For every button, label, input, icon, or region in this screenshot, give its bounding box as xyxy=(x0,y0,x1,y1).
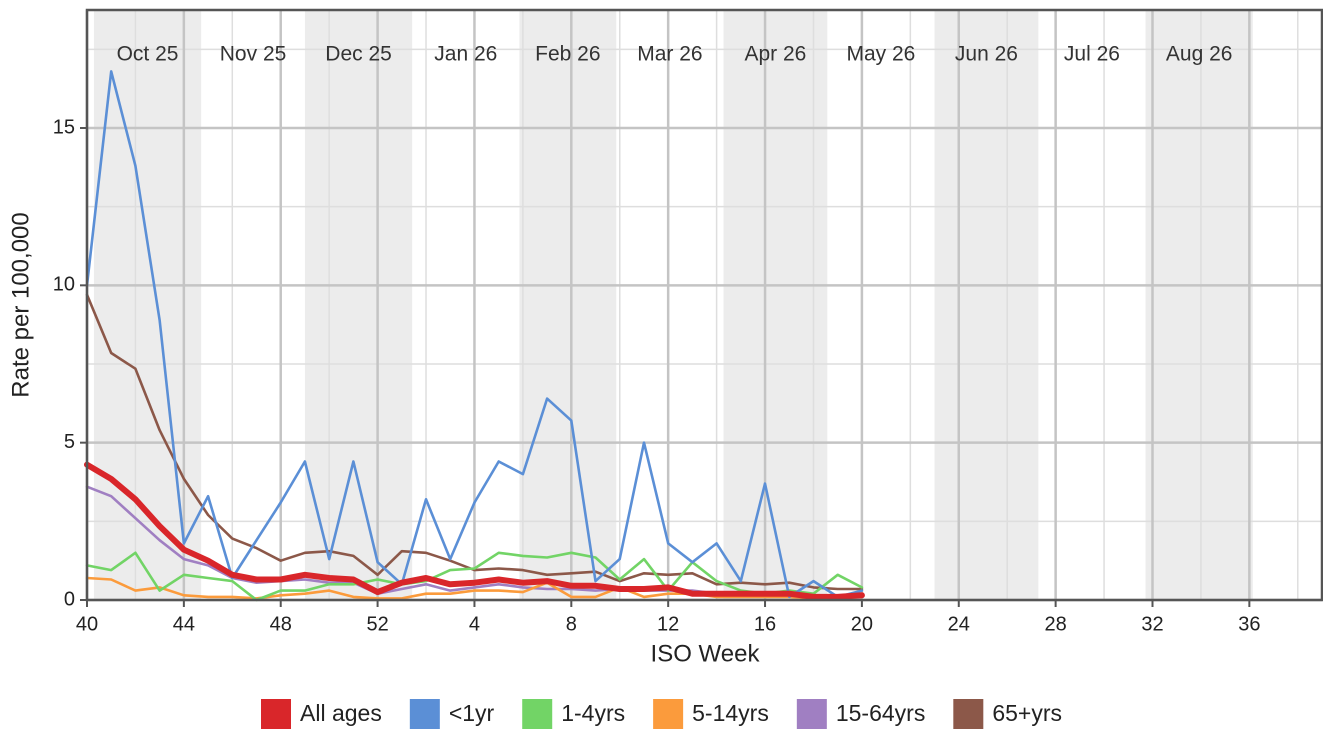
month-label: Nov 25 xyxy=(220,43,287,66)
x-tick-label: 52 xyxy=(366,613,388,635)
x-tick-label: 12 xyxy=(657,613,679,635)
x-tick-label: 24 xyxy=(948,613,970,635)
series-line xyxy=(85,551,864,602)
legend-item: 1-4yrs xyxy=(522,699,625,729)
legend-swatch xyxy=(653,699,684,729)
legend-label: 65+yrs xyxy=(992,700,1062,726)
legend-swatch xyxy=(522,699,553,729)
legend-item: <1yr xyxy=(409,699,495,729)
series-line xyxy=(84,461,865,600)
month-label: Apr 26 xyxy=(744,43,806,66)
month-band xyxy=(1145,10,1253,600)
x-tick-label: 20 xyxy=(851,613,873,635)
month-band xyxy=(723,10,828,600)
plot-frame xyxy=(85,8,1323,602)
y-axis-title: Rate per 100,000 xyxy=(7,212,34,397)
legend-swatch xyxy=(261,699,291,729)
x-tick-label: 36 xyxy=(1238,613,1260,635)
legend-label: <1yr xyxy=(449,700,495,726)
labels: Oct 25 Nov 25 Dec 25 Jan 26 Feb 26 Mar 26 Apr … xyxy=(53,43,1261,636)
frame xyxy=(85,8,1323,602)
legend: All ages <1yr 1-4yrs 5-14yrs 15-64yrs 65+yrs xyxy=(261,699,1062,729)
legend-swatch xyxy=(409,699,440,729)
legend-item: 15-64yrs xyxy=(796,699,925,729)
series-line xyxy=(85,70,864,599)
x-tick-label: 44 xyxy=(173,613,195,635)
legend-swatch xyxy=(953,699,984,729)
month-label: Aug 26 xyxy=(1166,43,1233,66)
y-tick-label: 5 xyxy=(64,431,75,453)
legend-label: 1-4yrs xyxy=(561,700,625,726)
legend-label: 15-64yrs xyxy=(836,700,925,726)
x-tick-label: 48 xyxy=(270,613,292,635)
month-label: Jun 26 xyxy=(955,43,1018,66)
month-label: Jan 26 xyxy=(434,43,497,66)
lines xyxy=(84,70,865,602)
x-tick-label: 4 xyxy=(469,613,480,635)
series-line xyxy=(85,576,864,600)
month-label: Jul 26 xyxy=(1064,43,1120,66)
x-tick-label: 32 xyxy=(1141,613,1163,635)
month-band xyxy=(934,10,1039,600)
legend-item: 5-14yrs xyxy=(653,699,769,729)
x-tick-label: 16 xyxy=(754,613,776,635)
grid xyxy=(85,10,1322,602)
month-label: May 26 xyxy=(846,43,915,66)
month-label: Oct 25 xyxy=(117,43,179,66)
x-tick-label: 28 xyxy=(1045,613,1067,635)
month-label: Dec 25 xyxy=(325,43,392,66)
legend-item: 65+yrs xyxy=(953,699,1062,729)
month-bands xyxy=(93,10,1253,600)
x-tick-label: 8 xyxy=(566,613,577,635)
month-band xyxy=(304,10,413,600)
month-label: Mar 26 xyxy=(637,43,702,66)
month-label: Feb 26 xyxy=(535,43,600,66)
x-tick-label: 40 xyxy=(76,613,98,635)
y-tick-label: 15 xyxy=(53,116,75,138)
legend-swatch xyxy=(796,699,827,729)
legend-label: 5-14yrs xyxy=(692,700,769,726)
month-band xyxy=(519,10,617,600)
legend-label: All ages xyxy=(300,700,382,726)
x-axis-title: ISO Week xyxy=(651,640,761,667)
y-tick-label: 10 xyxy=(53,274,75,296)
y-tick-label: 0 xyxy=(64,588,75,610)
legend-item: All ages xyxy=(261,699,382,729)
